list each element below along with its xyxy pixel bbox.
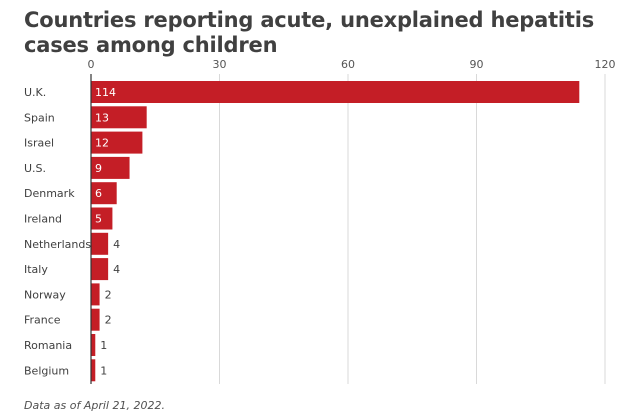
- category-label: Belgium: [24, 364, 69, 377]
- category-label: Spain: [24, 111, 55, 124]
- category-label: Netherlands: [24, 238, 91, 251]
- value-label: 5: [95, 213, 102, 226]
- category-label: U.S.: [24, 162, 46, 175]
- category-label: Denmark: [24, 187, 75, 200]
- value-label: 2: [105, 288, 112, 301]
- chart-title: Countries reporting acute, unexplained h…: [24, 8, 595, 57]
- bar: [91, 106, 147, 129]
- bar: [91, 258, 109, 281]
- value-label: 1: [100, 364, 107, 377]
- x-tick-label: 60: [341, 58, 355, 71]
- x-tick-label: 120: [595, 58, 616, 71]
- bar: [91, 308, 100, 331]
- bar: [91, 334, 96, 356]
- value-label: 2: [105, 314, 112, 327]
- bar: [91, 232, 109, 255]
- value-label: 114: [95, 86, 116, 99]
- x-tick-label: 30: [213, 58, 227, 71]
- category-label: Italy: [24, 263, 48, 276]
- footnote: Data as of April 21, 2022.: [24, 399, 165, 412]
- category-label: France: [24, 314, 61, 327]
- category-label: Norway: [24, 288, 66, 301]
- value-label: 12: [95, 137, 109, 150]
- value-label: 9: [95, 162, 102, 175]
- bar: [91, 182, 117, 205]
- x-tick-label: 0: [88, 58, 95, 71]
- category-label: Ireland: [24, 213, 62, 226]
- bar: [91, 359, 96, 382]
- bar: [91, 156, 130, 179]
- x-tick-label: 90: [470, 58, 484, 71]
- category-label: Israel: [24, 137, 54, 150]
- value-label: 4: [113, 238, 120, 251]
- category-label: U.K.: [24, 86, 46, 99]
- value-label: 1: [100, 339, 107, 352]
- value-label: 4: [113, 263, 120, 276]
- bar: [91, 81, 580, 103]
- bar: [91, 131, 143, 154]
- bar: [91, 283, 100, 306]
- bar: [91, 207, 113, 230]
- value-label: 13: [95, 111, 109, 124]
- category-label: Romania: [24, 339, 72, 352]
- value-label: 6: [95, 187, 102, 200]
